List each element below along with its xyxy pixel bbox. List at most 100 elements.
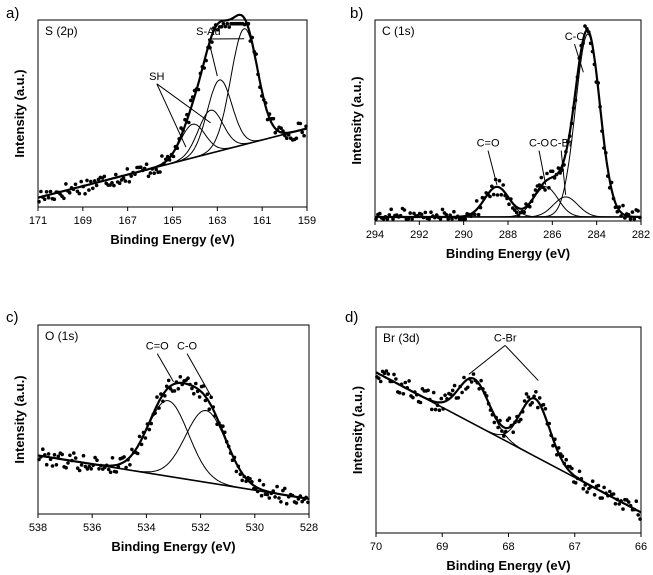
data-point	[541, 185, 545, 190]
data-point	[397, 391, 402, 395]
fit-envelope	[37, 13, 308, 199]
data-point	[99, 463, 103, 468]
x-tick-label: 528	[300, 522, 318, 534]
annotation-pointer	[574, 43, 584, 73]
data-point	[455, 214, 460, 219]
data-point	[467, 377, 472, 381]
x-tick-label: 292	[410, 229, 428, 241]
data-point	[466, 385, 470, 390]
data-point	[298, 121, 303, 126]
data-point	[632, 507, 637, 512]
data-point	[473, 212, 477, 217]
data-point	[435, 403, 440, 408]
data-point	[526, 395, 531, 399]
data-point	[275, 128, 280, 132]
data-point	[162, 161, 166, 166]
data-point	[507, 416, 512, 421]
data-point	[265, 492, 270, 497]
data-point	[408, 211, 413, 215]
component-peak	[540, 33, 637, 218]
data-point	[187, 120, 191, 125]
x-tick-label: 282	[632, 229, 650, 241]
data-point	[207, 407, 212, 412]
data-point	[71, 187, 76, 191]
data-point	[444, 212, 449, 217]
data-point	[423, 210, 428, 215]
data-point	[149, 421, 153, 426]
data-point	[450, 388, 455, 393]
data-point	[456, 396, 461, 400]
data-point	[67, 190, 72, 195]
data-point	[52, 197, 57, 201]
data-point	[217, 421, 221, 425]
data-point	[547, 421, 551, 426]
data-point	[209, 395, 213, 400]
data-point	[407, 379, 411, 383]
data-point	[83, 192, 87, 196]
data-point	[398, 213, 403, 218]
x-tick-label: 536	[83, 522, 101, 534]
data-point	[509, 197, 513, 201]
data-point	[79, 179, 83, 184]
data-point	[522, 210, 526, 214]
data-point	[615, 497, 620, 502]
data-point	[617, 502, 621, 506]
data-point	[530, 401, 534, 405]
data-point	[87, 188, 91, 192]
data-point	[106, 467, 111, 472]
data-point	[481, 387, 485, 391]
data-point	[174, 380, 179, 384]
data-point	[562, 461, 567, 466]
annotation-pointer	[487, 150, 498, 185]
peak-annotation: S-Au	[196, 26, 220, 38]
peak-annotation: C-O	[529, 138, 550, 150]
data-point	[144, 162, 149, 166]
annotation-pointer	[504, 345, 539, 381]
data-point	[514, 210, 519, 215]
data-point	[79, 463, 84, 467]
data-point	[406, 217, 411, 221]
data-point	[418, 400, 423, 405]
data-point	[85, 178, 89, 183]
data-point	[145, 422, 150, 426]
data-point	[262, 98, 266, 102]
data-point	[60, 452, 64, 457]
data-point	[476, 212, 481, 217]
data-point	[147, 427, 152, 432]
data-point	[286, 133, 291, 137]
data-point	[190, 95, 195, 99]
data-point	[581, 486, 586, 491]
data-point	[284, 501, 289, 506]
data-point	[190, 386, 194, 391]
component-peak	[477, 397, 593, 488]
data-point	[294, 501, 299, 505]
data-point	[129, 174, 133, 178]
data-point	[571, 106, 576, 110]
data-point	[213, 23, 218, 27]
data-point	[377, 376, 381, 381]
data-point	[636, 513, 640, 517]
data-point	[632, 217, 637, 221]
data-point	[250, 35, 254, 40]
data-point	[401, 392, 406, 396]
data-point	[142, 166, 147, 171]
data-point	[488, 194, 492, 199]
data-point	[511, 430, 515, 435]
data-point	[221, 424, 225, 429]
data-point	[384, 369, 389, 373]
data-point	[391, 217, 395, 221]
data-point	[158, 170, 162, 174]
data-point	[279, 126, 283, 130]
data-point	[588, 41, 593, 46]
annotation-pointer	[560, 150, 567, 195]
component-peak	[161, 109, 259, 167]
data-point	[300, 130, 305, 135]
data-point	[48, 189, 53, 194]
panel-label: b)	[350, 5, 363, 22]
x-tick-label: 69	[436, 541, 448, 553]
data-point	[389, 207, 394, 212]
data-point	[172, 389, 177, 393]
data-point	[54, 463, 59, 467]
data-point	[271, 489, 276, 493]
data-point	[42, 197, 47, 202]
